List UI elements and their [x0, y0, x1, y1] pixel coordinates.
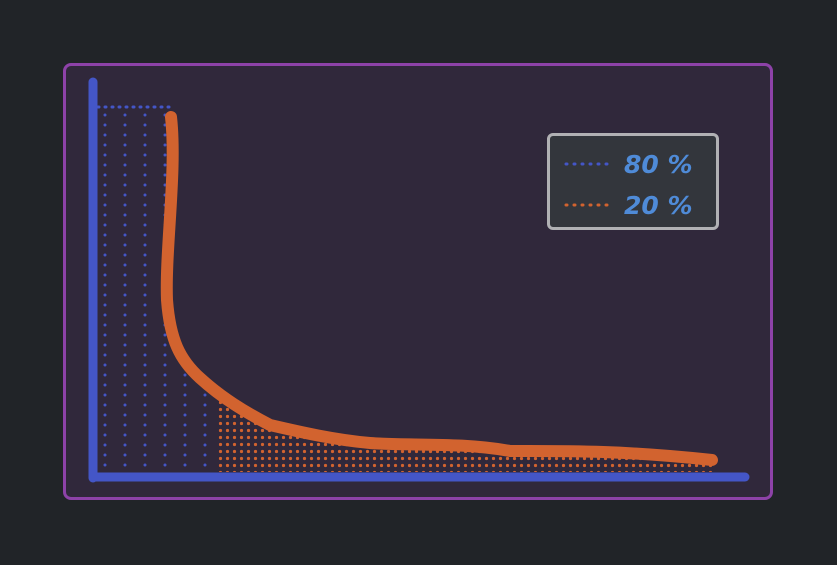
blue-dotted-region — [96, 108, 216, 472]
legend-label-80: 80 % — [624, 149, 693, 179]
legend-item-20: 20 % — [564, 190, 693, 220]
pareto-curve — [160, 111, 718, 466]
orange-dotted-swatch — [564, 203, 614, 207]
legend: 80 % 20 % — [547, 133, 719, 230]
legend-item-80: 80 % — [564, 149, 693, 179]
blue-dotted-swatch — [564, 162, 614, 166]
legend-label-20: 20 % — [624, 190, 693, 220]
